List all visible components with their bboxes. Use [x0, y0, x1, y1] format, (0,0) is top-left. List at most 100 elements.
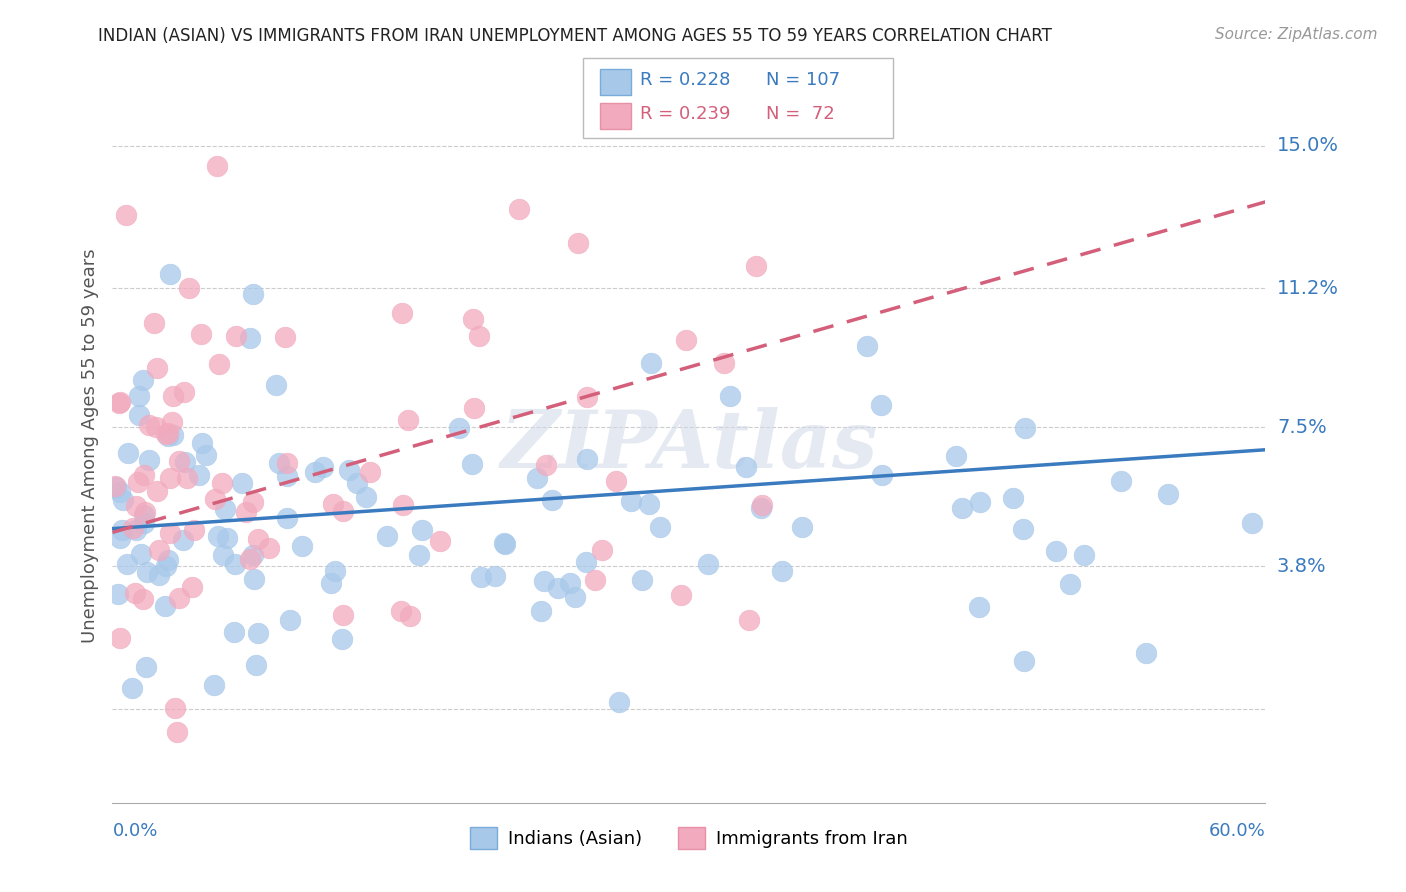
- Point: [526, 471, 548, 485]
- Point: [359, 465, 381, 479]
- Point: [162, 389, 184, 403]
- Point: [131, 592, 153, 607]
- Point: [135, 565, 157, 579]
- Point: [160, 415, 183, 429]
- Point: [470, 570, 492, 584]
- Point: [132, 516, 155, 530]
- Point: [508, 202, 530, 216]
- Point: [134, 505, 156, 519]
- Point: [132, 373, 155, 387]
- Point: [1240, 516, 1263, 530]
- Point: [115, 557, 138, 571]
- Text: 3.8%: 3.8%: [1277, 557, 1326, 575]
- Point: [204, 491, 226, 506]
- Point: [323, 564, 346, 578]
- Point: [375, 529, 398, 543]
- Point: [172, 533, 194, 547]
- Point: [129, 547, 152, 561]
- Point: [631, 573, 654, 587]
- Point: [304, 465, 326, 479]
- Point: [950, 500, 973, 515]
- Point: [391, 306, 413, 320]
- Point: [132, 468, 155, 483]
- Point: [745, 259, 768, 273]
- Point: [396, 413, 419, 427]
- Point: [638, 497, 661, 511]
- Point: [278, 613, 301, 627]
- Point: [124, 523, 146, 537]
- Text: R = 0.228: R = 0.228: [640, 71, 730, 89]
- Point: [163, 701, 186, 715]
- Point: [311, 460, 333, 475]
- Point: [276, 468, 298, 483]
- Point: [167, 591, 190, 605]
- Point: [463, 311, 485, 326]
- Point: [346, 475, 368, 490]
- Text: INDIAN (ASIAN) VS IMMIGRANTS FROM IRAN UNEMPLOYMENT AMONG AGES 55 TO 59 YEARS CO: INDIAN (ASIAN) VS IMMIGRANTS FROM IRAN U…: [98, 27, 1052, 45]
- Point: [132, 508, 155, 522]
- Point: [246, 626, 269, 640]
- Point: [399, 609, 422, 624]
- Text: Source: ZipAtlas.com: Source: ZipAtlas.com: [1215, 27, 1378, 42]
- Point: [156, 425, 179, 440]
- Point: [720, 389, 742, 403]
- Point: [166, 724, 188, 739]
- Point: [202, 678, 225, 692]
- Point: [564, 590, 586, 604]
- Point: [575, 390, 598, 404]
- Point: [738, 613, 761, 627]
- Point: [1135, 646, 1157, 660]
- Point: [650, 520, 672, 534]
- Point: [246, 532, 269, 546]
- Point: [127, 475, 149, 489]
- Point: [558, 575, 581, 590]
- Point: [159, 267, 181, 281]
- Text: 7.5%: 7.5%: [1277, 417, 1327, 437]
- Point: [159, 471, 181, 485]
- Point: [211, 476, 233, 491]
- Point: [332, 503, 354, 517]
- Point: [391, 498, 413, 512]
- Point: [1109, 474, 1132, 488]
- Point: [173, 385, 195, 400]
- Point: [190, 327, 212, 342]
- Point: [242, 573, 264, 587]
- Point: [264, 378, 287, 392]
- Point: [447, 421, 470, 435]
- Point: [231, 476, 253, 491]
- Point: [108, 395, 131, 409]
- Point: [224, 558, 246, 572]
- Point: [138, 417, 160, 432]
- Text: 11.2%: 11.2%: [1277, 279, 1339, 298]
- Point: [239, 552, 262, 566]
- Point: [135, 660, 157, 674]
- Point: [945, 449, 967, 463]
- Point: [530, 604, 553, 618]
- Point: [605, 474, 627, 488]
- Point: [111, 523, 134, 537]
- Point: [181, 580, 204, 594]
- Point: [408, 549, 430, 563]
- Point: [242, 548, 264, 562]
- Point: [484, 568, 506, 582]
- Point: [640, 356, 662, 370]
- Point: [124, 586, 146, 600]
- Point: [790, 519, 813, 533]
- Point: [188, 468, 211, 483]
- Point: [155, 599, 177, 613]
- Point: [115, 208, 138, 222]
- Legend: Indians (Asian), Immigrants from Iran: Indians (Asian), Immigrants from Iran: [461, 818, 917, 858]
- Point: [214, 502, 236, 516]
- Point: [583, 573, 606, 587]
- Text: 60.0%: 60.0%: [1209, 822, 1265, 839]
- Point: [429, 533, 451, 548]
- Point: [591, 542, 613, 557]
- Point: [1045, 543, 1067, 558]
- Point: [145, 419, 167, 434]
- Point: [257, 541, 280, 556]
- Point: [121, 681, 143, 695]
- Point: [269, 456, 291, 470]
- Point: [169, 454, 191, 468]
- Point: [245, 657, 267, 672]
- Point: [143, 316, 166, 330]
